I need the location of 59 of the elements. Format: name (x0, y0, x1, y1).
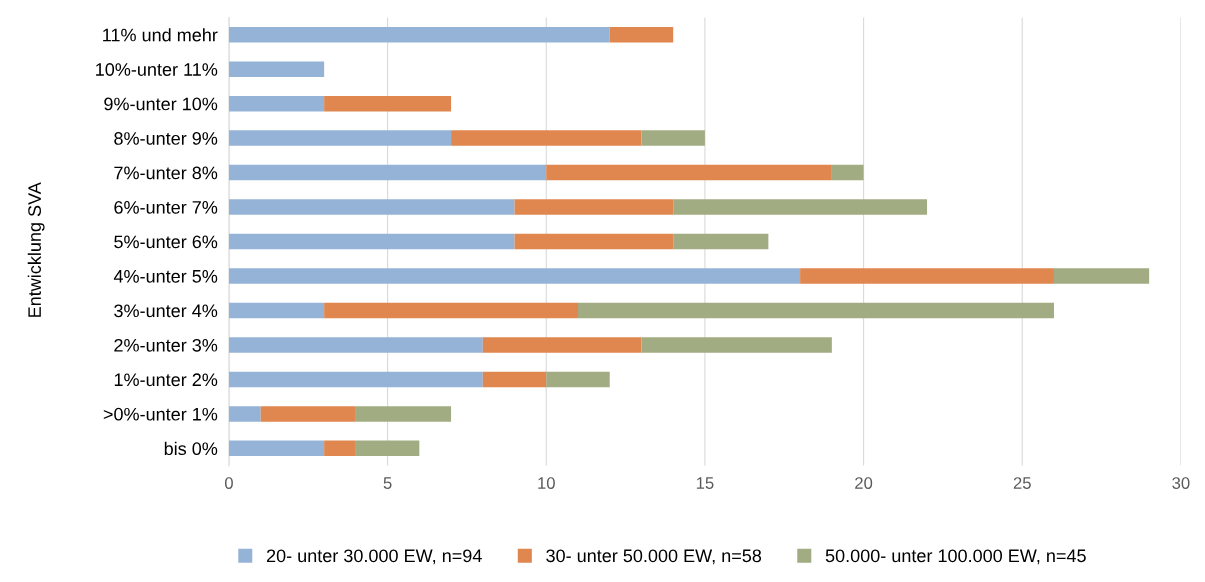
bar (228, 130, 452, 146)
bar (260, 406, 356, 422)
bar (324, 440, 356, 457)
bar (800, 268, 1054, 284)
bar (831, 164, 864, 181)
y-tick-label: bis 0% (164, 441, 218, 456)
y-tick-label: 1%-unter 2% (114, 373, 218, 387)
y-tick-label: 2%-unter 3% (114, 338, 218, 352)
legend-label: 20- unter 30.000 EW, n=94 (266, 549, 482, 565)
bar (673, 199, 928, 215)
y-tick-label: 6%-unter 7% (114, 200, 218, 214)
bar (355, 440, 420, 457)
y-tick-label: >0%-unter 1% (103, 407, 218, 421)
bar (324, 302, 578, 319)
bar (228, 268, 801, 284)
legend-label: 50.000- unter 100.000 EW, n=45 (825, 549, 1086, 565)
y-tick-label: 8%-unter 9% (114, 132, 218, 145)
bar (482, 337, 642, 353)
x-tick-label: 10 (538, 477, 555, 489)
bar (228, 371, 483, 388)
bar (228, 164, 547, 181)
bar (482, 371, 547, 388)
y-tick-label: 3%-unter 4% (114, 304, 218, 318)
bar (578, 302, 1054, 319)
bar (228, 199, 515, 215)
bar (228, 26, 610, 43)
legend-label: 30- unter 50.000 EW, n=58 (546, 549, 762, 565)
y-tick-label: 7%-unter 8% (114, 166, 218, 180)
x-tick-label: 0 (224, 477, 233, 489)
y-tick-label: 4%-unter 5% (113, 270, 218, 283)
x-tick-label: 25 (1013, 477, 1031, 489)
bar (1053, 268, 1150, 284)
bar (324, 95, 452, 112)
bar (228, 61, 325, 77)
bar (228, 233, 515, 250)
bar (546, 164, 832, 181)
bar (641, 337, 832, 353)
bar (546, 371, 610, 388)
y-tick-label: 10%-unter 11% (96, 63, 218, 76)
x-tick-label: 5 (383, 477, 392, 489)
x-tick-label: 20 (855, 477, 873, 489)
bar (228, 302, 325, 319)
y-axis-title: Entwicklung SVA (27, 182, 45, 317)
bar (355, 406, 452, 422)
bar (514, 199, 674, 215)
bar (514, 233, 674, 250)
bar (228, 337, 483, 353)
bar (451, 130, 642, 146)
bar (228, 406, 261, 422)
bar (641, 130, 705, 146)
y-tick-label: 9%-unter 10% (104, 97, 218, 111)
y-tick-label: 5%-unter 6% (114, 235, 218, 249)
x-tick-label: 30 (1172, 477, 1190, 489)
x-tick-label: 15 (696, 477, 714, 489)
bar (228, 440, 325, 457)
bar (228, 95, 325, 112)
bar (673, 233, 769, 250)
y-tick-label: 11% und mehr (103, 28, 218, 42)
bar (609, 26, 674, 43)
